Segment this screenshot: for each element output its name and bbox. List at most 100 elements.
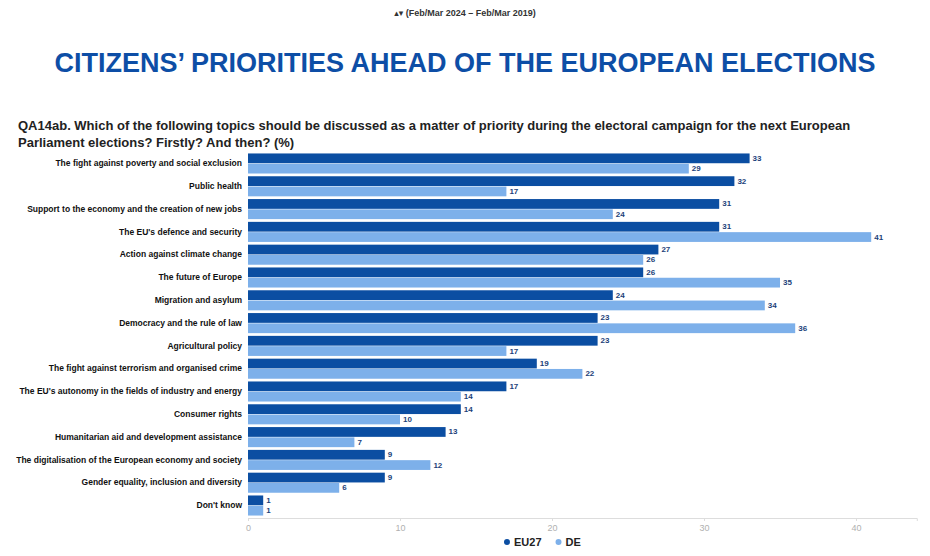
bar bbox=[248, 232, 871, 242]
bar bbox=[248, 222, 719, 232]
category-label: The fight against poverty and social exc… bbox=[55, 158, 242, 168]
data-label: 27 bbox=[661, 245, 670, 254]
legend-label: DE bbox=[566, 536, 581, 548]
y-axis: The fight against poverty and social exc… bbox=[16, 158, 242, 510]
bar bbox=[248, 450, 385, 460]
bar bbox=[248, 437, 354, 447]
y-tick: Democracy and the rule of law bbox=[119, 318, 242, 328]
data-label: 33 bbox=[753, 154, 762, 163]
y-tick: Gender equality, inclusion and diversity bbox=[82, 477, 243, 487]
y-tick: The future of Europe bbox=[158, 272, 242, 282]
data-label: 23 bbox=[601, 313, 610, 322]
legend-item: DE bbox=[556, 536, 581, 548]
data-label: 26 bbox=[646, 255, 655, 264]
bar bbox=[248, 313, 598, 323]
bar bbox=[248, 369, 582, 379]
bar bbox=[248, 267, 643, 277]
bar bbox=[248, 483, 339, 493]
x-tick: 20 bbox=[547, 518, 557, 533]
x-tick-mark bbox=[856, 518, 857, 521]
category-label: Consumer rights bbox=[174, 409, 242, 419]
y-tick: The fight against poverty and social exc… bbox=[55, 158, 242, 168]
bar bbox=[248, 301, 765, 311]
annotation: ▴▾ (Feb/Mar 2024 – Feb/Mar 2019) bbox=[394, 8, 536, 18]
data-label: 14 bbox=[464, 392, 473, 401]
x-tick-label: 0 bbox=[246, 523, 251, 533]
bar bbox=[248, 495, 263, 505]
data-label: 9 bbox=[388, 473, 393, 482]
x-axis: 0 10 20 30 40 bbox=[246, 518, 917, 533]
data-label: 13 bbox=[449, 427, 458, 436]
bar bbox=[248, 346, 506, 356]
y-tick: The digitalisation of the European econo… bbox=[16, 455, 242, 465]
data-label: 9 bbox=[388, 450, 393, 459]
bar bbox=[248, 290, 613, 300]
data-label: 6 bbox=[342, 483, 347, 492]
data-label: 24 bbox=[616, 291, 625, 300]
bar bbox=[248, 336, 598, 346]
x-tick-label: 40 bbox=[851, 523, 861, 533]
data-label: 10 bbox=[403, 415, 412, 424]
data-label: 1 bbox=[266, 506, 271, 515]
data-label: 17 bbox=[509, 347, 518, 356]
data-label: 1 bbox=[266, 496, 271, 505]
legend-swatch bbox=[504, 539, 510, 545]
data-labels: 3332313127262423231917141399129172441263… bbox=[266, 154, 883, 515]
bar bbox=[248, 460, 430, 470]
bar bbox=[248, 199, 719, 209]
x-tick-label: 10 bbox=[395, 523, 405, 533]
data-label: 32 bbox=[737, 177, 746, 186]
category-label: The EU's defence and security bbox=[119, 227, 242, 237]
data-label: 17 bbox=[509, 382, 518, 391]
bar bbox=[248, 427, 446, 437]
bar bbox=[248, 209, 613, 219]
y-tick: Public health bbox=[189, 181, 242, 191]
data-label: 22 bbox=[585, 369, 594, 378]
x-tick: 30 bbox=[699, 518, 709, 533]
x-tick: 40 bbox=[851, 518, 861, 533]
data-label: 17 bbox=[509, 187, 518, 196]
x-axis-line bbox=[249, 519, 918, 522]
x-tick-mark bbox=[400, 518, 401, 521]
bar bbox=[248, 392, 461, 402]
y-tick: Consumer rights bbox=[174, 409, 242, 419]
x-tick-label: 20 bbox=[547, 523, 557, 533]
x-tick: 0 bbox=[246, 518, 251, 533]
bar bbox=[248, 323, 795, 333]
data-label: 34 bbox=[768, 301, 777, 310]
category-label: Humanitarian aid and development assista… bbox=[55, 432, 242, 442]
x-tick-mark bbox=[704, 518, 705, 521]
x-tick: 10 bbox=[395, 518, 405, 533]
bar bbox=[248, 245, 658, 255]
bar bbox=[248, 381, 506, 391]
y-tick: Humanitarian aid and development assista… bbox=[55, 432, 242, 442]
y-tick: Support to the economy and the creation … bbox=[27, 204, 242, 214]
category-label: Gender equality, inclusion and diversity bbox=[82, 477, 243, 487]
legend-swatch bbox=[556, 539, 562, 545]
x-tick-mark bbox=[552, 518, 553, 521]
title: CITIZENS’ PRIORITIES AHEAD OF THE EUROPE… bbox=[54, 48, 875, 78]
bar bbox=[248, 359, 537, 369]
y-tick: Action against climate change bbox=[120, 249, 243, 259]
x-tick-mark bbox=[248, 518, 249, 521]
bar bbox=[248, 506, 263, 516]
data-label: 36 bbox=[798, 324, 807, 333]
category-label: The future of Europe bbox=[158, 272, 242, 282]
legend-item: EU27 bbox=[504, 536, 542, 548]
bar bbox=[248, 404, 461, 414]
bars bbox=[248, 153, 871, 515]
data-label: 7 bbox=[357, 438, 362, 447]
data-label: 29 bbox=[692, 164, 701, 173]
category-label: The EU's autonomy in the fields of indus… bbox=[19, 386, 242, 396]
bar bbox=[248, 278, 780, 288]
y-tick: Agricultural policy bbox=[167, 341, 242, 351]
legend: EU27 DE bbox=[504, 536, 581, 548]
y-tick: The fight against terrorism and organise… bbox=[49, 363, 242, 373]
bar bbox=[248, 187, 506, 197]
category-label: The digitalisation of the European econo… bbox=[16, 455, 242, 465]
data-label: 31 bbox=[722, 222, 731, 231]
data-label: 35 bbox=[783, 278, 792, 287]
bar bbox=[248, 255, 643, 265]
bar bbox=[248, 415, 400, 425]
legend-label: EU27 bbox=[514, 536, 542, 548]
